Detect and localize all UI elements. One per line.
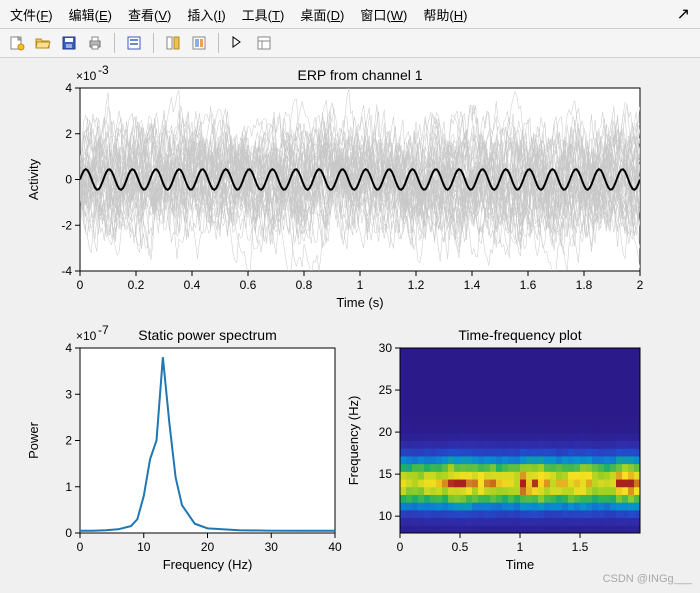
svg-text:Time (s): Time (s) bbox=[336, 295, 383, 310]
svg-text:1.4: 1.4 bbox=[464, 278, 481, 292]
figure-area: ERP from channel 1 Time (s) Activity 0 0.2 0.… bbox=[0, 58, 700, 589]
svg-text:1.8: 1.8 bbox=[576, 278, 593, 292]
svg-text:0.4: 0.4 bbox=[184, 278, 201, 292]
print-preview-icon[interactable] bbox=[123, 32, 145, 54]
svg-text:30: 30 bbox=[379, 341, 393, 355]
menu-insert[interactable]: 插入(I) bbox=[187, 5, 225, 24]
menu-bar: 文件(F) 编辑(E) 查看(V) 插入(I) 工具(T) 桌面(D) 窗口(W… bbox=[0, 0, 700, 29]
svg-text:Static power spectrum: Static power spectrum bbox=[138, 327, 277, 343]
svg-text:1: 1 bbox=[65, 480, 72, 494]
svg-text:4: 4 bbox=[65, 81, 72, 95]
svg-text:0.2: 0.2 bbox=[128, 278, 145, 292]
edit-plot-icon[interactable] bbox=[227, 32, 249, 54]
svg-text:1.5: 1.5 bbox=[572, 540, 589, 554]
time-frequency-axes: Time-frequency plot Time Frequency (Hz) 0 0.… bbox=[340, 318, 700, 593]
svg-text:0: 0 bbox=[77, 278, 84, 292]
menu-window[interactable]: 窗口(W) bbox=[360, 5, 407, 24]
svg-text:25: 25 bbox=[379, 383, 393, 397]
insert-colorbar-icon[interactable] bbox=[188, 32, 210, 54]
svg-text:0: 0 bbox=[65, 526, 72, 540]
menu-view[interactable]: 查看(V) bbox=[128, 5, 171, 24]
svg-text:3: 3 bbox=[65, 387, 72, 401]
svg-text:0.6: 0.6 bbox=[240, 278, 257, 292]
svg-text:1: 1 bbox=[517, 540, 524, 554]
svg-text:0: 0 bbox=[65, 173, 72, 187]
svg-text:Time: Time bbox=[506, 557, 534, 572]
menu-tools[interactable]: 工具(T) bbox=[242, 5, 285, 24]
svg-text:2: 2 bbox=[65, 127, 72, 141]
svg-text:0: 0 bbox=[77, 540, 84, 554]
print-icon[interactable] bbox=[84, 32, 106, 54]
svg-text:2: 2 bbox=[65, 434, 72, 448]
separator-icon bbox=[114, 33, 115, 53]
svg-text:×10: ×10 bbox=[76, 69, 97, 83]
svg-text:Activity: Activity bbox=[26, 158, 41, 200]
svg-text:-4: -4 bbox=[61, 264, 72, 278]
svg-text:0: 0 bbox=[397, 540, 404, 554]
svg-text:Time-frequency plot: Time-frequency plot bbox=[458, 327, 581, 343]
svg-text:1: 1 bbox=[357, 278, 364, 292]
svg-text:20: 20 bbox=[379, 425, 393, 439]
svg-text:ERP from channel 1: ERP from channel 1 bbox=[297, 67, 422, 83]
svg-text:Frequency (Hz): Frequency (Hz) bbox=[163, 557, 253, 572]
menu-edit[interactable]: 编辑(E) bbox=[69, 5, 112, 24]
svg-text:-2: -2 bbox=[61, 218, 72, 232]
svg-text:2: 2 bbox=[637, 278, 644, 292]
watermark: CSDN @INGg___ bbox=[603, 573, 692, 585]
open-icon[interactable] bbox=[32, 32, 54, 54]
erp-axes: ERP from channel 1 Time (s) Activity 0 0.2 0.… bbox=[20, 58, 700, 331]
svg-text:-7: -7 bbox=[98, 323, 109, 337]
svg-text:×10: ×10 bbox=[76, 329, 97, 343]
save-icon[interactable] bbox=[58, 32, 80, 54]
link-icon[interactable] bbox=[162, 32, 184, 54]
new-figure-icon[interactable] bbox=[6, 32, 28, 54]
separator-icon bbox=[153, 33, 154, 53]
menu-file[interactable]: 文件(F) bbox=[10, 5, 53, 24]
toolbar bbox=[0, 29, 700, 58]
svg-text:Frequency (Hz): Frequency (Hz) bbox=[346, 396, 361, 486]
svg-text:1.6: 1.6 bbox=[520, 278, 537, 292]
property-inspector-icon[interactable] bbox=[253, 32, 275, 54]
svg-text:15: 15 bbox=[379, 467, 393, 481]
svg-text:10: 10 bbox=[137, 540, 151, 554]
dock-icon[interactable]: ↗ bbox=[677, 4, 690, 24]
svg-text:0.5: 0.5 bbox=[452, 540, 469, 554]
menu-desktop[interactable]: 桌面(D) bbox=[300, 5, 344, 24]
svg-text:Power: Power bbox=[26, 421, 41, 459]
svg-text:30: 30 bbox=[265, 540, 279, 554]
svg-text:0.8: 0.8 bbox=[296, 278, 313, 292]
svg-text:-3: -3 bbox=[98, 63, 109, 77]
svg-text:10: 10 bbox=[379, 509, 393, 523]
power-spectrum-axes: Static power spectrum Frequency (Hz) Power… bbox=[20, 318, 395, 593]
svg-text:4: 4 bbox=[65, 341, 72, 355]
svg-text:1.2: 1.2 bbox=[408, 278, 425, 292]
separator-icon bbox=[218, 33, 219, 53]
menu-help[interactable]: 帮助(H) bbox=[423, 5, 467, 24]
svg-text:20: 20 bbox=[201, 540, 215, 554]
